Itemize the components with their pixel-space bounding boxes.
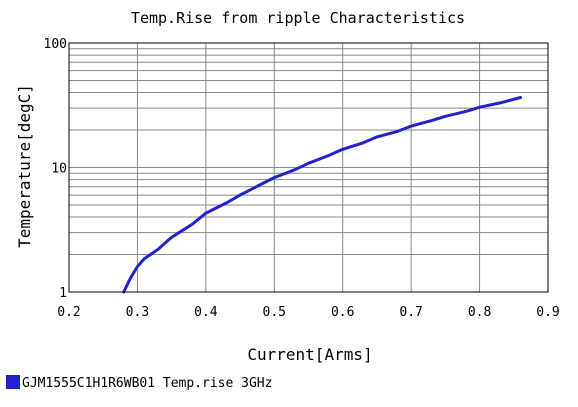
x-tick-label: 0.4 (194, 305, 218, 320)
grid (69, 43, 548, 292)
y-tick-labels: 1 10 100 (44, 37, 67, 301)
legend: GJM1555C1H1R6WB01 Temp.rise 3GHz (6, 375, 272, 391)
legend-swatch (6, 375, 20, 389)
series-layer (122, 96, 523, 294)
x-tick-label: 0.8 (468, 305, 491, 320)
x-tick-label: 0.9 (536, 305, 559, 320)
x-tick-label: 0.2 (57, 305, 80, 320)
series-line (122, 96, 523, 294)
x-tick-label: 0.6 (331, 305, 354, 320)
legend-label: GJM1555C1H1R6WB01 Temp.rise 3GHz (22, 376, 272, 391)
x-tick-label: 0.7 (399, 305, 422, 320)
x-tick-label: 0.3 (126, 305, 149, 320)
y-tick-label: 100 (44, 37, 67, 52)
x-tick-label: 0.5 (263, 305, 286, 320)
x-tick-labels: 0.2 0.3 0.4 0.5 0.6 0.7 0.8 0.9 (57, 305, 559, 320)
x-axis-label: Current[Arms] (247, 345, 372, 364)
chart-title: Temp.Rise from ripple Characteristics (131, 9, 465, 27)
y-tick-label: 10 (51, 162, 67, 177)
y-tick-label: 1 (59, 286, 67, 301)
y-axis-label: Temperature[degC] (15, 84, 34, 248)
plot-frame (68, 42, 549, 293)
